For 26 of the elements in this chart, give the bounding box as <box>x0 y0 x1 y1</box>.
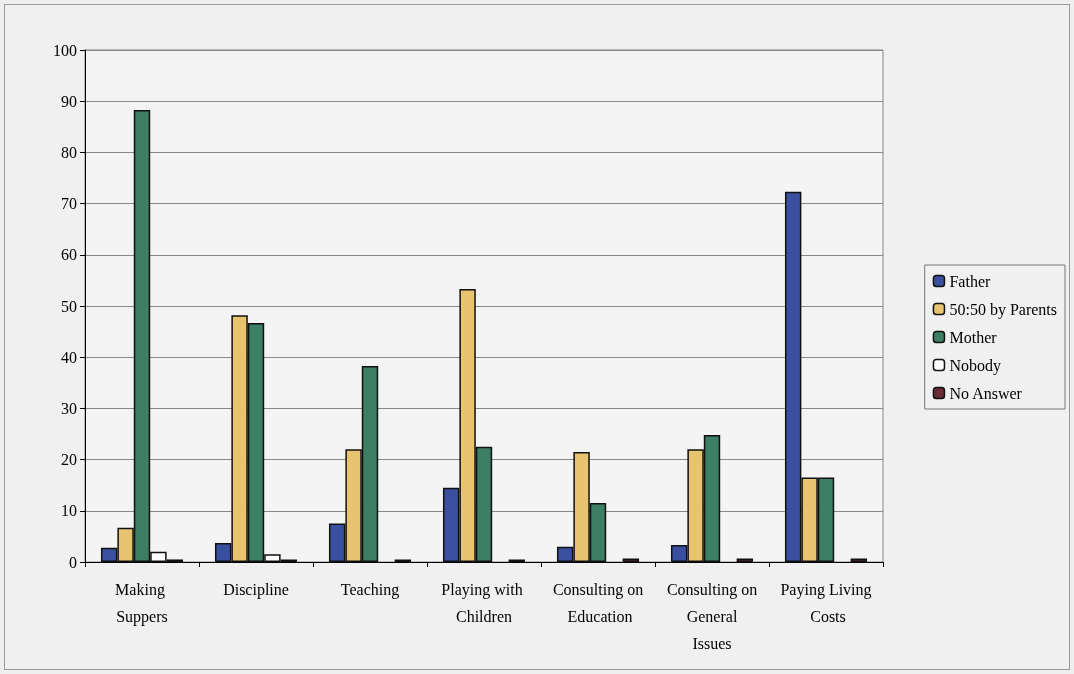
y-tick-label: 0 <box>69 553 77 571</box>
bar <box>622 558 640 562</box>
bar <box>850 558 868 562</box>
y-tick-label: 60 <box>61 246 77 264</box>
y-tick-label: 100 <box>53 41 77 59</box>
legend-label: No Answer <box>949 384 1023 402</box>
y-tick-label: 20 <box>61 451 77 469</box>
x-tick-label: Discipline <box>223 581 289 599</box>
x-tick-label: Consulting on Education <box>552 581 644 625</box>
y-tick-label: 80 <box>61 143 77 161</box>
legend-label: 50:50 by Parents <box>949 300 1057 319</box>
x-tick-label: Paying Living Costs <box>780 581 872 625</box>
bar <box>736 558 754 562</box>
x-tick-label: Making Suppers <box>115 581 169 626</box>
y-tick-label: 10 <box>61 502 77 520</box>
y-tick-label: 70 <box>61 195 77 213</box>
y-tick-label: 40 <box>61 348 77 366</box>
y-tick-label: 50 <box>61 297 77 315</box>
x-tick-label: Teaching <box>340 581 400 599</box>
legend-label: Mother <box>949 328 998 346</box>
x-tick-label: Playing with Children <box>441 581 527 625</box>
legend-label: Nobody <box>949 356 1002 375</box>
legend-label: Father <box>949 272 991 290</box>
y-tick-label: 30 <box>61 399 77 417</box>
y-tick-label: 90 <box>61 92 77 110</box>
x-tick-label: Consulting on General Issues <box>666 581 758 652</box>
